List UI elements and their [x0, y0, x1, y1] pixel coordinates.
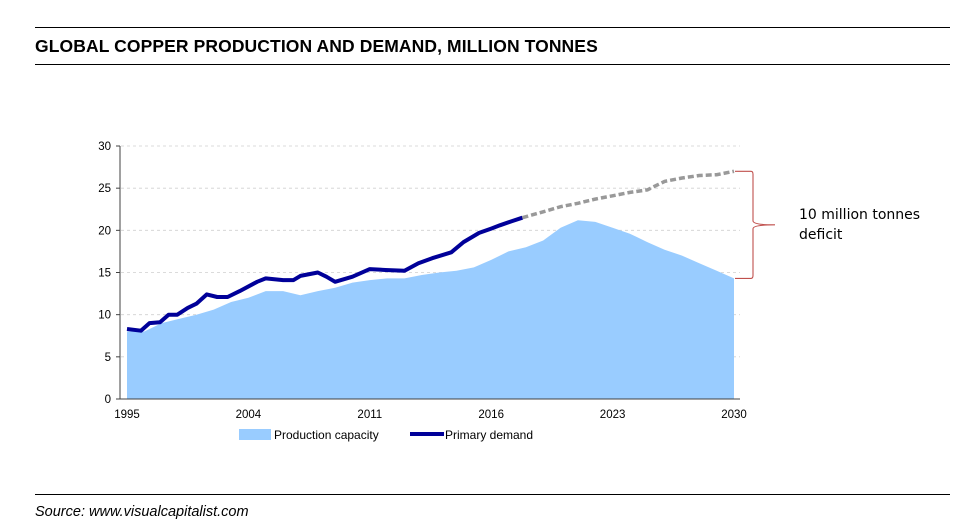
y-tick-label-20: 20 — [98, 225, 111, 237]
primary-demand-projection-line — [521, 169, 735, 220]
x-tick-label-2023: 2023 — [600, 409, 626, 421]
source-rule — [35, 494, 950, 495]
y-tick-label-5: 5 — [105, 352, 111, 364]
production-capacity-area — [127, 220, 734, 399]
y-tick-label-25: 25 — [98, 183, 111, 195]
y-tick-label-10: 10 — [98, 310, 111, 322]
legend-label-primary-demand: Primary demand — [445, 428, 533, 442]
x-tick-label-2011: 2011 — [357, 409, 382, 421]
x-tick-label-1995: 1995 — [114, 409, 140, 421]
top-rule — [35, 27, 950, 28]
deficit-bracket — [735, 170, 776, 279]
primary-demand-line — [126, 215, 524, 333]
chart-title: GLOBAL COPPER PRODUCTION AND DEMAND, MIL… — [35, 36, 598, 56]
legend-swatch-production-capacity — [239, 429, 271, 440]
x-axis-ticks: 1995 2004 2011 2016 2023 2030 — [114, 409, 747, 421]
x-tick-label-2016: 2016 — [478, 409, 504, 421]
title-rule — [35, 64, 950, 65]
x-tick-label-2030: 2030 — [721, 409, 747, 421]
y-tick-label-0: 0 — [105, 394, 111, 406]
legend: Production capacity Primary demand — [239, 428, 533, 442]
deficit-label-line-1: 10 million tonnes — [799, 207, 920, 223]
x-tick-label-2004: 2004 — [236, 409, 262, 421]
legend-label-production-capacity: Production capacity — [274, 428, 379, 442]
deficit-label-line-2: deficit — [799, 227, 843, 243]
y-axis-ticks: 0 5 10 15 20 25 30 — [98, 141, 120, 406]
source-note: Source: www.visualcapitalist.com — [35, 504, 249, 520]
y-tick-label-15: 15 — [98, 268, 111, 280]
y-tick-label-30: 30 — [98, 141, 111, 153]
